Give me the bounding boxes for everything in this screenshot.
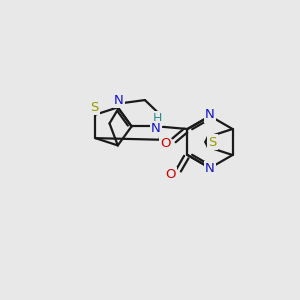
Text: N: N — [205, 163, 215, 176]
Text: H: H — [153, 112, 162, 125]
Text: N: N — [205, 163, 215, 176]
Text: O: O — [160, 137, 170, 150]
Text: N: N — [114, 94, 124, 107]
Text: N: N — [151, 122, 160, 135]
Text: H: H — [153, 112, 162, 125]
Text: N: N — [151, 122, 160, 135]
Text: N: N — [205, 109, 215, 122]
Text: O: O — [165, 168, 176, 181]
Text: S: S — [90, 101, 99, 114]
Text: S: S — [90, 101, 99, 114]
Text: N: N — [114, 94, 124, 107]
Text: N: N — [205, 109, 215, 122]
Text: O: O — [165, 168, 176, 181]
Text: O: O — [160, 137, 170, 150]
Text: S: S — [208, 136, 217, 148]
Text: S: S — [208, 136, 217, 148]
